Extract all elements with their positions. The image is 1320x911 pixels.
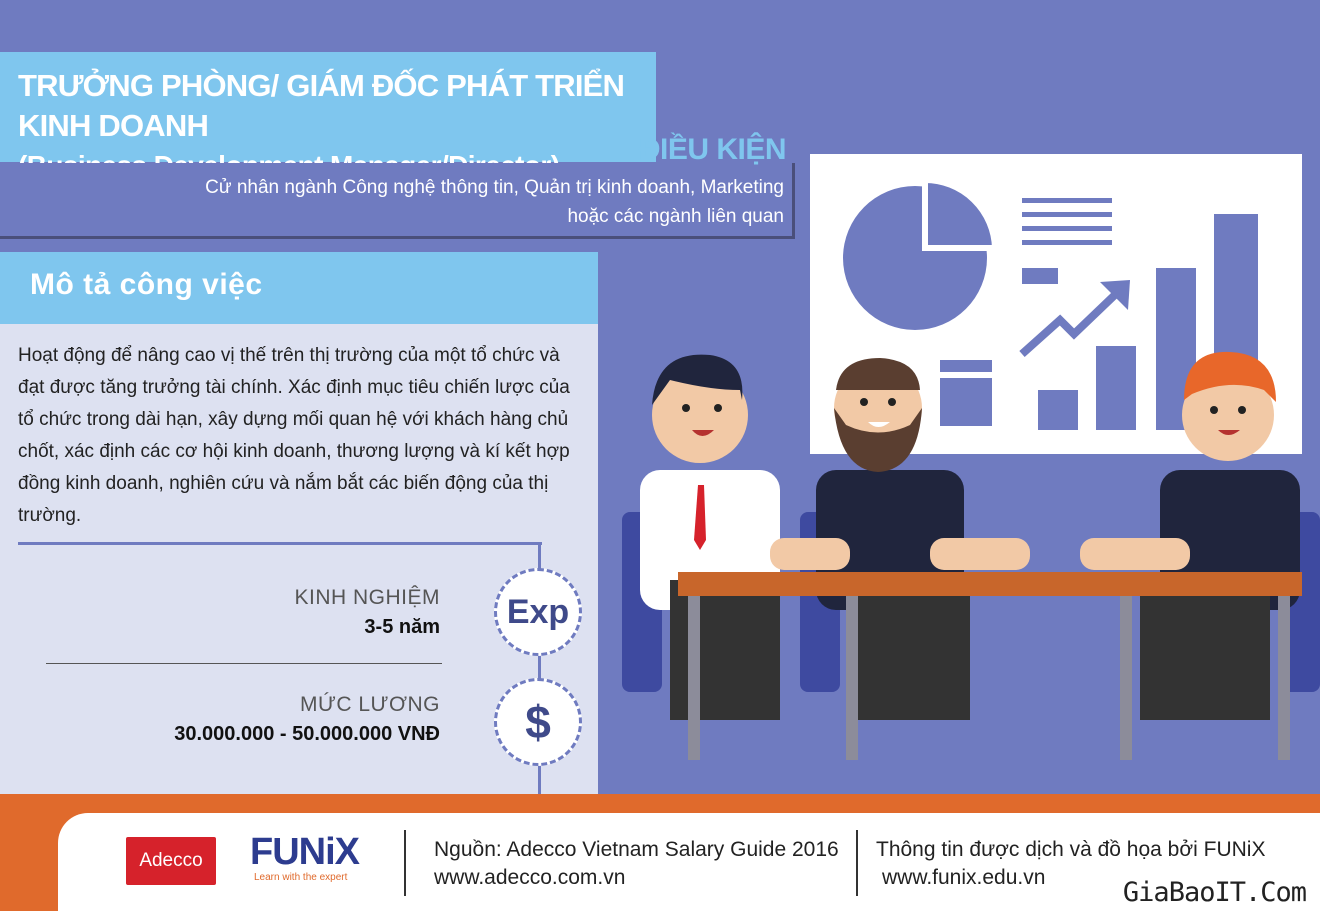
hands: [770, 538, 1190, 570]
requirements-line-1: Cử nhân ngành Công nghệ thông tin, Quản …: [205, 177, 784, 198]
funix-logo: FUNiX Learn with the expert: [250, 831, 360, 883]
funix-logo-name: FUNiX: [250, 831, 360, 873]
title-banner: TRƯỞNG PHÒNG/ GIÁM ĐỐC PHÁT TRIỂN KINH D…: [0, 52, 656, 181]
trend-arrow-icon: [1019, 280, 1130, 357]
pie-chart-icon: [843, 176, 999, 330]
meeting-illustration: [622, 154, 1320, 760]
credit-line-1: Thông tin được dịch và đồ họa bởi FUNiX: [876, 838, 1266, 861]
job-title-vietnamese: TRƯỞNG PHÒNG/ GIÁM ĐỐC PHÁT TRIỂN KINH D…: [18, 68, 625, 143]
job-description-text: Hoạt động để nâng cao vị thế trên thị tr…: [18, 345, 570, 526]
experience-badge: Exp: [494, 568, 582, 656]
footer-card: [58, 813, 1320, 911]
source-line-1: Nguồn: Adecco Vietnam Salary Guide 2016: [434, 838, 839, 861]
requirements-text: Cử nhân ngành Công nghệ thông tin, Quản …: [205, 173, 784, 231]
footer-separator-2: [856, 830, 858, 896]
credit-url: www.funix.edu.vn: [882, 866, 1046, 889]
watermark: GiaBaoIT.Com: [1122, 877, 1307, 908]
adecco-logo: Adecco: [126, 837, 216, 885]
salary-value: 30.000.000 - 50.000.000 VNĐ: [174, 723, 440, 745]
divider-middle: [46, 663, 442, 664]
divider-top: [18, 542, 542, 545]
experience-value: 3-5 năm: [364, 616, 440, 638]
bar-chart-icon: [1038, 214, 1258, 430]
requirements-line-2: hoặc các ngành liên quan: [567, 206, 784, 227]
dollar-icon: $: [494, 678, 582, 766]
job-description-heading: Mô tả công việc: [0, 252, 598, 324]
source-info: Nguồn: Adecco Vietnam Salary Guide 2016 …: [434, 836, 839, 892]
text-lines-icon: [1022, 198, 1112, 284]
divider-vertical: [538, 542, 541, 794]
small-table-icon: [940, 360, 992, 426]
source-url: www.adecco.com.vn: [434, 866, 626, 889]
salary-label: MỨC LƯƠNG: [299, 693, 440, 716]
credit-info: Thông tin được dịch và đồ họa bởi FUNiX …: [876, 836, 1265, 892]
meeting-table: [678, 572, 1302, 760]
requirements-heading: ĐIỀU KIỆN: [638, 133, 787, 166]
footer-separator-1: [404, 830, 406, 896]
experience-label: KINH NGHIỆM: [294, 586, 440, 609]
requirements-section: ĐIỀU KIỆN Cử nhân ngành Công nghệ thông …: [0, 133, 795, 239]
funix-tagline: Learn with the expert: [254, 872, 348, 883]
